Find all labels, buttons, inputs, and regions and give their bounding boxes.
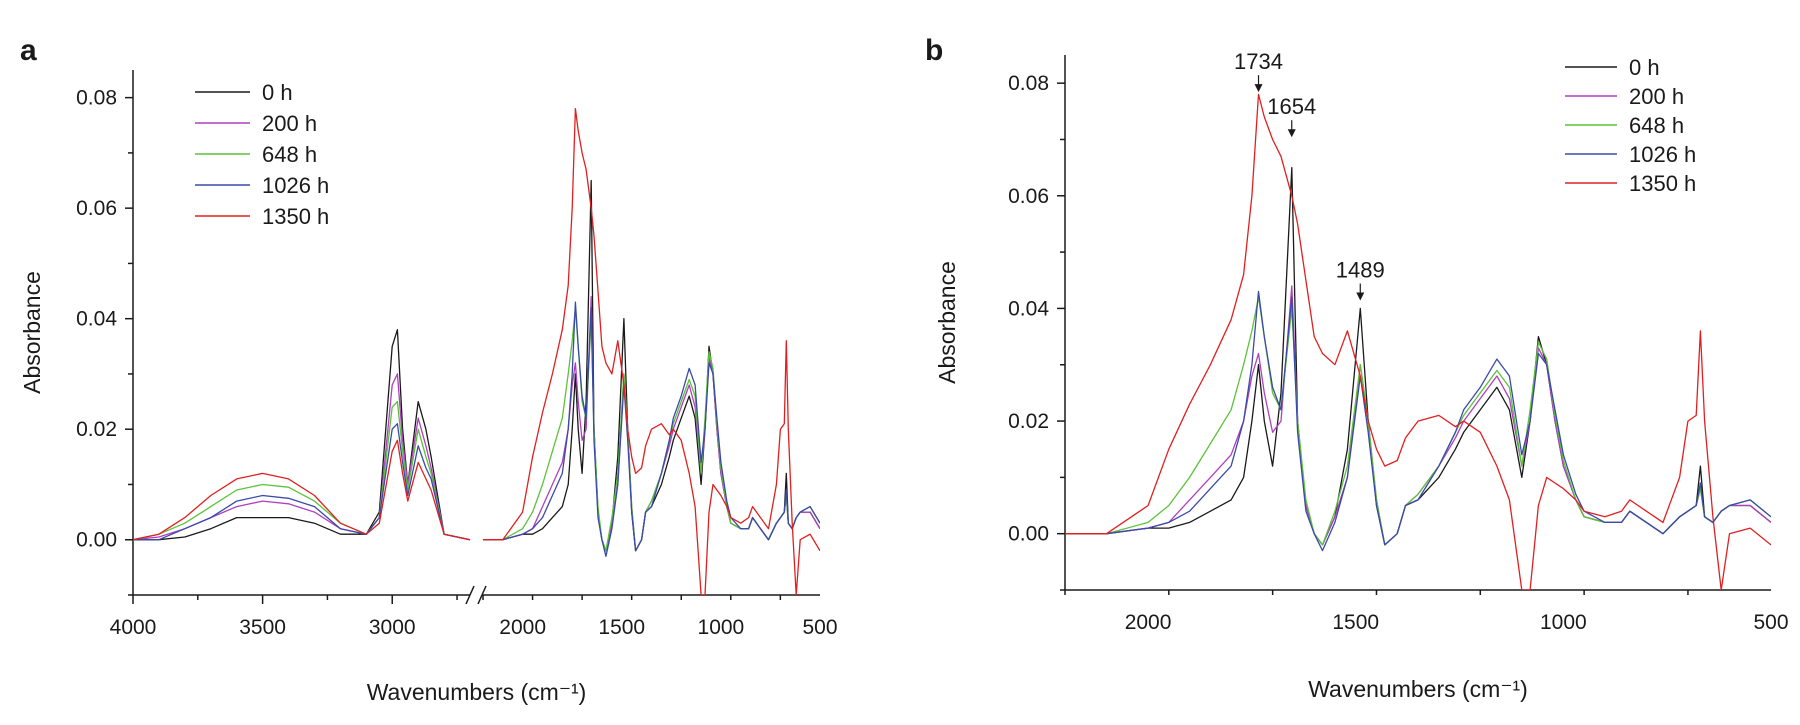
series-line-200-h [133, 373, 471, 541]
panel-a-letter: a [20, 34, 37, 67]
axis-break-mark [477, 585, 487, 605]
x-tick-label: 500 [1753, 611, 1788, 634]
series-line-200-h [1065, 285, 1771, 546]
chart-panel-a: 0.00 0.02 0.04 0.06 0.08 4000 3500 3000 2000 1500… [19, 70, 838, 705]
axis-break-mark [465, 585, 475, 605]
y-tick-label: 0.04 [76, 308, 117, 331]
series-line-1350-h [133, 439, 471, 541]
x-tick-label: 2000 [1125, 611, 1172, 634]
peak-label-1734: 1734 [1234, 49, 1283, 74]
x-tick-label: 3500 [239, 616, 286, 639]
legend-label-1026-h: 1026 h [1629, 142, 1696, 167]
y-tick-label: 0.02 [1008, 410, 1049, 433]
series-line-0-h [1065, 166, 1771, 546]
series-line-1350-h [1065, 93, 1771, 590]
plot-area [133, 108, 820, 595]
y-tick-label: 0.08 [1008, 72, 1049, 95]
legend-label-1350-h: 1350 h [262, 204, 329, 229]
peak-arrow-head [1356, 292, 1365, 301]
peak-arrow-head [1287, 129, 1296, 138]
x-tick-label: 1000 [1540, 611, 1587, 634]
series-line-200-h [483, 295, 820, 552]
legend-label-200-h: 200 h [1629, 84, 1684, 109]
x-tick-label: 500 [802, 616, 837, 639]
x-axis-title: Wavenumbers (cm⁻¹) [367, 679, 587, 705]
legend-label-648-h: 648 h [262, 142, 317, 167]
x-tick-label: 1500 [598, 616, 645, 639]
panel-b-letter: b [925, 34, 943, 67]
x-tick-label: 1500 [1332, 611, 1379, 634]
y-tick-label: 0.06 [1008, 185, 1049, 208]
peak-arrow-head [1254, 84, 1263, 93]
x-tick-label: 3000 [369, 616, 416, 639]
peak-label-1489: 1489 [1336, 258, 1385, 283]
series-line-0-h [133, 329, 471, 541]
x-tick-label: 4000 [110, 616, 157, 639]
legend-label-200-h: 200 h [262, 111, 317, 136]
y-axis-title: Absorbance [19, 271, 45, 394]
y-tick-label: 0.00 [1008, 523, 1049, 546]
chart-panel-b: 0.00 0.02 0.04 0.06 0.08 2000 1500 1000 500 Waven… [934, 49, 1789, 702]
y-tick-label: 0.04 [1008, 297, 1049, 320]
series-line-1026-h [133, 423, 471, 541]
series-line-1026-h [1065, 290, 1771, 552]
series-line-1350-h [483, 108, 820, 595]
peak-label-1654: 1654 [1267, 94, 1316, 119]
y-tick-label: 0.00 [76, 529, 117, 552]
legend-label-0-h: 0 h [1629, 55, 1660, 80]
series-line-0-h [483, 179, 820, 552]
y-tick-label: 0.02 [76, 418, 117, 441]
y-axis-title: Absorbance [934, 261, 960, 384]
legend-label-648-h: 648 h [1629, 113, 1684, 138]
x-tick-label: 1000 [698, 616, 745, 639]
legend-label-0-h: 0 h [262, 80, 293, 105]
x-tick-label: 2000 [499, 616, 546, 639]
plot-area [1065, 93, 1771, 590]
series-line-1026-h [483, 301, 820, 557]
y-tick-label: 0.06 [76, 197, 117, 220]
legend-label-1026-h: 1026 h [262, 173, 329, 198]
legend-label-1350-h: 1350 h [1629, 171, 1696, 196]
y-tick-label: 0.08 [76, 87, 117, 110]
x-axis-title: Wavenumbers (cm⁻¹) [1308, 676, 1528, 702]
